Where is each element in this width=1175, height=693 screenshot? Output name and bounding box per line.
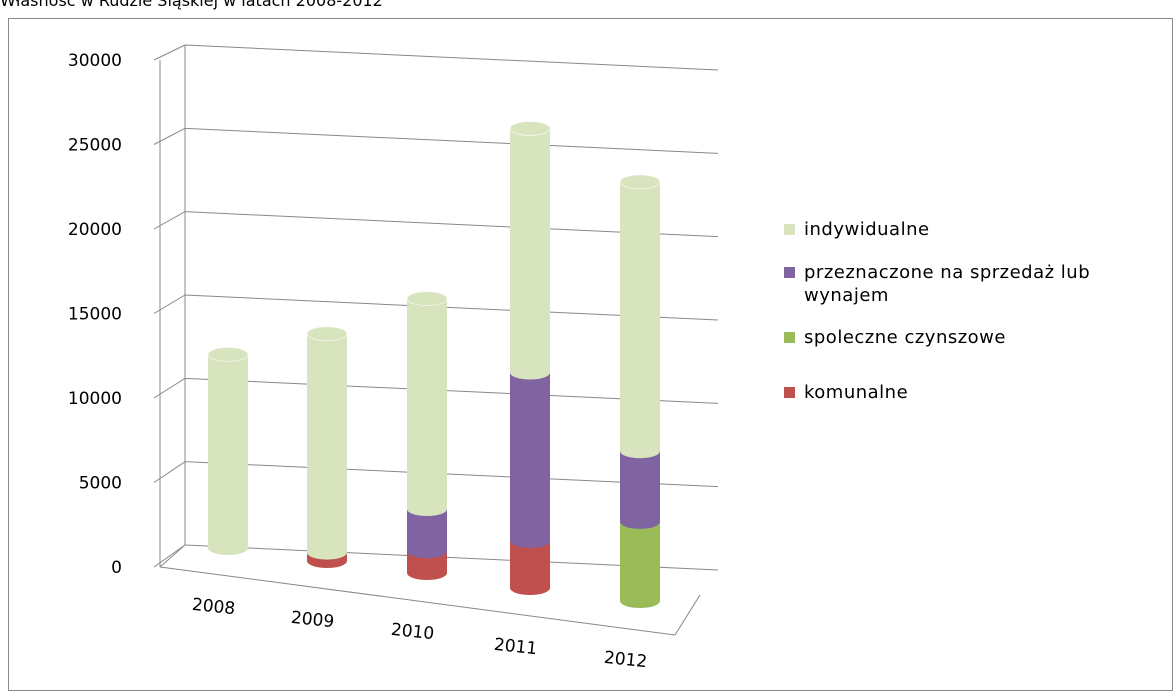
bar-segment bbox=[407, 502, 447, 559]
chart-frame bbox=[8, 18, 1173, 691]
bar-cap bbox=[619, 174, 661, 190]
legend-swatch bbox=[784, 267, 795, 278]
bar-segment bbox=[510, 365, 550, 548]
bar-segment bbox=[620, 444, 660, 529]
bar-segment bbox=[620, 174, 660, 459]
y-tick-label: 30000 bbox=[68, 51, 122, 71]
bar-segment bbox=[510, 533, 550, 595]
legend-label: spoleczne czynszowe bbox=[804, 327, 1006, 348]
legend-swatch bbox=[784, 332, 795, 343]
bar-segment bbox=[510, 121, 550, 380]
legend: indywidualne przeznaczone na sprzedaż lub… bbox=[784, 218, 1174, 404]
legend-entry: komunalne bbox=[784, 381, 1174, 404]
bar-cap bbox=[306, 326, 348, 342]
y-tick-label: 0 bbox=[111, 558, 122, 578]
grid-line bbox=[153, 44, 186, 61]
bar-cap bbox=[406, 291, 448, 307]
x-tick-label: 2009 bbox=[290, 608, 335, 632]
y-tick-label: 20000 bbox=[68, 220, 122, 240]
bar-cap bbox=[207, 346, 249, 362]
y-tick-label: 5000 bbox=[79, 474, 122, 494]
legend-entry: spoleczne czynszowe bbox=[784, 326, 1174, 349]
x-tick-label: 2011 bbox=[493, 635, 538, 659]
bar-cap bbox=[509, 120, 551, 136]
bar-segment bbox=[208, 347, 248, 555]
legend-entry: indywidualne bbox=[784, 218, 1174, 241]
grid-line bbox=[184, 127, 719, 154]
chart-title: Własność w Rudzie Śląskiej w latach 2008… bbox=[0, 0, 383, 10]
legend-swatch bbox=[784, 387, 795, 398]
floor-edge bbox=[674, 594, 701, 636]
bar-segment bbox=[620, 514, 660, 608]
bar-segment bbox=[407, 291, 447, 517]
legend-label: indywidualne bbox=[804, 219, 930, 240]
grid-line bbox=[153, 461, 186, 483]
y-tick-label: 15000 bbox=[68, 305, 122, 325]
floor-edge bbox=[159, 544, 186, 568]
bar-segment bbox=[307, 326, 347, 560]
y-tick-label: 25000 bbox=[68, 136, 122, 156]
grid-line bbox=[153, 127, 186, 145]
x-tick-label: 2012 bbox=[603, 648, 648, 672]
grid-line bbox=[184, 44, 719, 71]
legend-swatch bbox=[784, 224, 795, 235]
legend-label: komunalne bbox=[804, 382, 909, 403]
legend-entry: przeznaczone na sprzedaż lub wynajem bbox=[784, 261, 1174, 307]
x-tick-label: 2010 bbox=[390, 620, 435, 644]
floor-edge bbox=[159, 566, 676, 636]
grid-line bbox=[153, 211, 186, 230]
y-tick-label: 10000 bbox=[68, 389, 122, 409]
grid-line bbox=[153, 377, 186, 399]
grid-line bbox=[153, 544, 186, 568]
grid-line bbox=[153, 294, 186, 314]
x-tick-label: 2008 bbox=[191, 595, 236, 619]
legend-label: przeznaczone na sprzedaż lub wynajem bbox=[804, 262, 1091, 306]
